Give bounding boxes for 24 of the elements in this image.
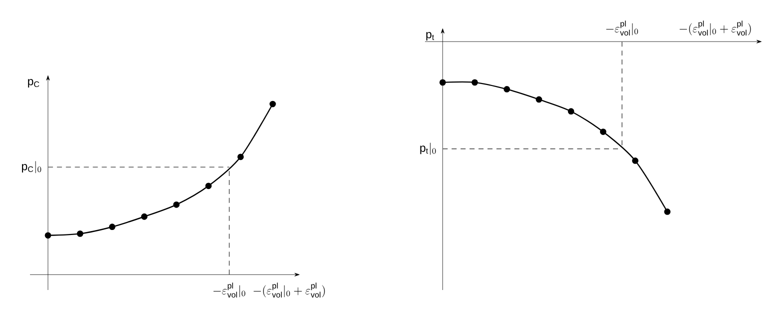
- point: [632, 158, 638, 164]
- point: [504, 86, 510, 92]
- point: [237, 154, 244, 160]
- point: [536, 96, 542, 103]
- ref-line-label: $\mathrm{p}_{\mathrm{C}}|_{0}$: [22, 161, 42, 174]
- point: [439, 79, 446, 86]
- text: $-\varepsilon^{\mathrm{pl}}_{\mathrm{vol}}|_{0}$: [213, 282, 246, 298]
- point: [205, 182, 212, 190]
- point: [600, 128, 606, 135]
- point: [664, 208, 671, 215]
- point: [141, 213, 148, 220]
- y-axis-title: p$_{t}$: [426, 32, 434, 41]
- point: [472, 79, 478, 86]
- point: [76, 230, 84, 237]
- point: [44, 232, 52, 239]
- point: [173, 201, 180, 208]
- point: [270, 100, 276, 108]
- x-axis-title: $-(\varepsilon^{\mathrm{pl}}_{\mathrm{vol}}|_{0} + \varepsilon^{\mathrm{pl}}_{\mathrm{vol}})$: [680, 20, 751, 36]
- x-axis-title: $-(\varepsilon^{\mathrm{pl}}_{\mathrm{vol}}|_{0} + \varepsilon^{\mathrm{pl}}_{\mathrm{vol}})$: [254, 282, 325, 298]
- y-axis-title: p$_{C}$: [28, 79, 40, 88]
- ref-line-label: $\mathrm{p}_{\mathrm{t}}|_{0}$: [420, 142, 436, 155]
- point: [568, 108, 574, 115]
- text: $-\varepsilon^{\mathrm{pl}}_{\mathrm{vol}}|_{0}$: [606, 20, 638, 36]
- point: [109, 224, 116, 230]
